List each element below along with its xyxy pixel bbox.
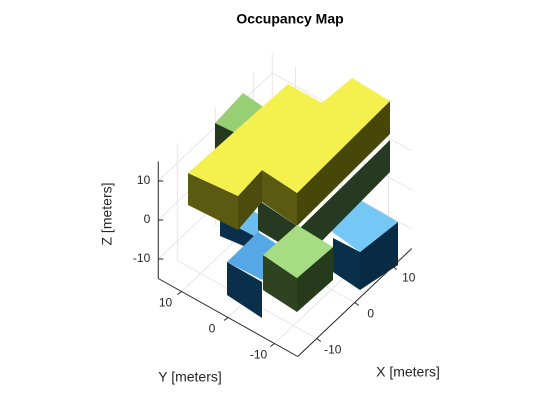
block-side (238, 170, 262, 230)
chart-title: Occupancy Map (236, 11, 343, 27)
block-side (263, 255, 297, 312)
x-tick-label: 0 (367, 307, 374, 321)
x-tick-label: 10 (402, 271, 416, 285)
block-top (263, 225, 333, 278)
block-side (188, 173, 238, 230)
x-tick (354, 302, 360, 306)
y-axis-label: Y [meters] (158, 369, 222, 385)
z-tick-label: -10 (133, 251, 151, 265)
z-tick-label: 10 (137, 173, 151, 187)
block-side (297, 247, 333, 312)
block-side (360, 222, 398, 290)
y-tick (223, 317, 229, 321)
occupied-blocks (188, 78, 398, 318)
y-tick (177, 291, 182, 295)
block-side (227, 262, 262, 318)
block-side (258, 140, 390, 258)
x-axis-label: X [meters] (376, 364, 440, 380)
y-tick (270, 343, 275, 347)
z-axis-label: Z [meters] (99, 182, 115, 245)
block-top (188, 78, 390, 196)
x-tick-label: -10 (324, 343, 342, 357)
x-tick (316, 338, 322, 342)
block-top (215, 93, 265, 135)
block-side (333, 238, 360, 290)
z-tick-label: 0 (144, 212, 151, 226)
y-tick-label: -10 (250, 348, 268, 362)
axes: -10 0 10 -10 0 10 -10 0 10 (133, 161, 416, 362)
block-side (297, 101, 390, 226)
y-tick-label: 10 (159, 296, 173, 310)
block-side (262, 170, 297, 226)
y-tick-label: 0 (209, 322, 216, 336)
x-tick (392, 266, 398, 270)
